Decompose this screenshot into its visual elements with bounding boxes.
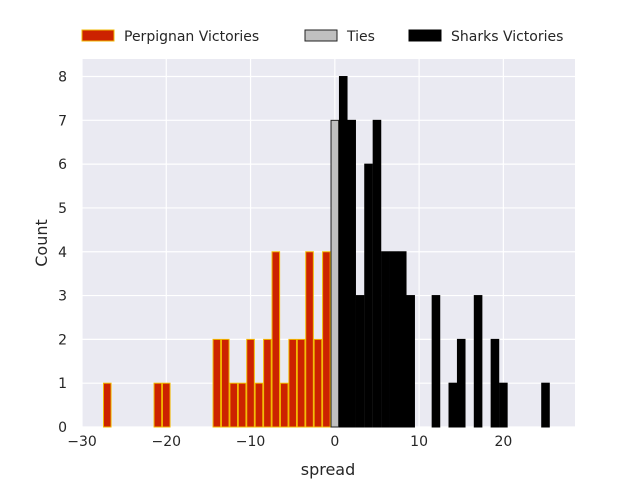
- sharks-victories-legend-label: Sharks Victories: [451, 29, 563, 45]
- sharks-victories-bar: [381, 251, 390, 428]
- perpignan-victories-bar: [161, 382, 171, 428]
- perpignan-victories-bar: [322, 251, 331, 428]
- perpignan-victories-legend-swatch: [81, 29, 115, 42]
- x-axis-title: spread: [301, 460, 356, 479]
- perpignan-victories-bar: [220, 338, 230, 428]
- y-tick-label: 4: [58, 245, 67, 261]
- y-axis-title: Count: [32, 219, 51, 267]
- sharks-victories-bar: [431, 295, 441, 428]
- perpignan-victories-bar: [313, 338, 323, 428]
- ties-bar: [330, 119, 340, 428]
- sharks-victories-bar: [338, 76, 348, 428]
- bars: [102, 76, 550, 428]
- y-tick-label: 2: [58, 332, 67, 348]
- sharks-victories-bar: [397, 251, 407, 428]
- perpignan-victories-bar: [254, 382, 264, 428]
- x-tick-label: 20: [494, 434, 512, 450]
- perpignan-victories-bar: [246, 338, 255, 428]
- sharks-victories-bar: [347, 119, 356, 428]
- sharks-victories-bar: [355, 295, 365, 428]
- perpignan-victories-bar: [288, 338, 297, 428]
- legend: Perpignan Victories Ties Sharks Victories: [81, 29, 563, 45]
- sharks-victories-bar: [406, 295, 415, 428]
- y-tick-label: 8: [58, 70, 67, 86]
- y-tick-label: 3: [58, 289, 67, 305]
- ties-legend-label: Ties: [346, 29, 375, 45]
- perpignan-victories-bar: [237, 382, 247, 428]
- perpignan-victories-bar: [279, 382, 289, 428]
- y-tick-label: 0: [58, 420, 67, 436]
- sharks-victories-bar: [372, 119, 382, 428]
- y-tick-label: 5: [58, 201, 67, 217]
- sharks-victories-bar: [364, 163, 373, 428]
- sharks-victories-legend-swatch: [408, 29, 442, 42]
- perpignan-victories-bar: [305, 251, 314, 428]
- y-tick-label: 7: [58, 113, 67, 129]
- y-tick-label: 1: [58, 376, 67, 392]
- x-tick-label: 0: [330, 434, 339, 450]
- perpignan-victories-bar: [229, 382, 238, 428]
- perpignan-victories-bar: [102, 382, 112, 428]
- sharks-victories-bar: [490, 338, 500, 428]
- perpignan-victories-bar: [263, 338, 272, 428]
- sharks-victories-bar: [541, 382, 550, 428]
- sharks-victories-bar: [499, 382, 508, 428]
- y-tick-label: 6: [58, 157, 67, 173]
- x-tick-label: 10: [410, 434, 428, 450]
- perpignan-victories-bar: [153, 382, 163, 428]
- x-tick-label: −20: [152, 434, 182, 450]
- x-tick-label: −30: [67, 434, 97, 450]
- x-tick-labels: −30 −20 −10 0 10 20: [67, 434, 512, 450]
- perpignan-victories-bar: [271, 251, 281, 428]
- sharks-victories-bar: [456, 338, 466, 428]
- perpignan-victories-legend-label: Perpignan Victories: [124, 29, 259, 45]
- x-tick-label: −10: [236, 434, 266, 450]
- perpignan-victories-bar: [296, 338, 306, 428]
- ties-legend-swatch: [304, 29, 338, 42]
- y-tick-labels: 0 1 2 3 4 5 6 7 8: [58, 70, 67, 436]
- sharks-victories-bar: [389, 251, 399, 428]
- sharks-victories-bar: [473, 295, 483, 428]
- sharks-victories-bar: [448, 382, 458, 428]
- perpignan-victories-bar: [212, 338, 222, 428]
